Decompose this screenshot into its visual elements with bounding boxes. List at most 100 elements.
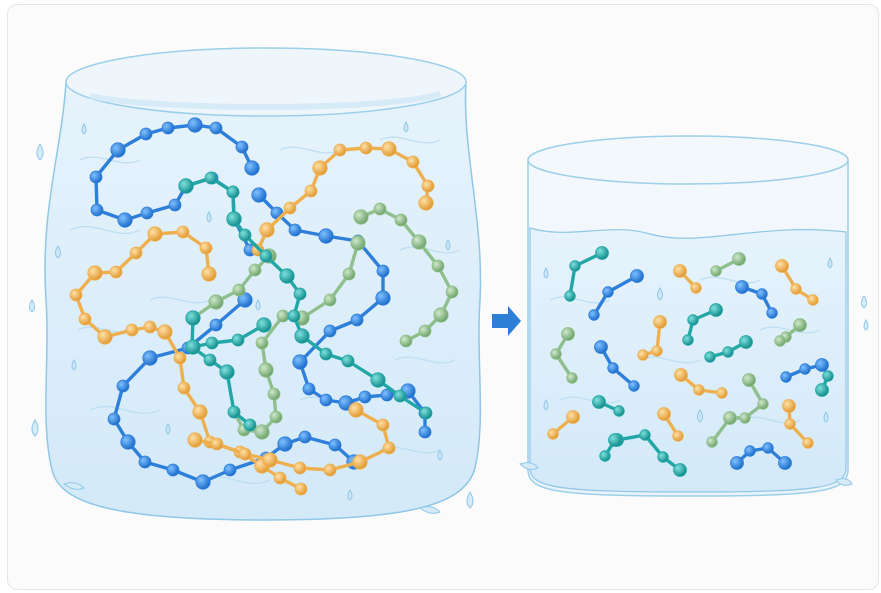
monomer-bead [238, 228, 252, 242]
monomer-bead [774, 335, 786, 347]
monomer-bead [550, 348, 562, 360]
monomer-bead [78, 312, 92, 326]
monomer-bead [223, 463, 237, 477]
monomer-bead [147, 226, 163, 242]
monomer-bead [251, 187, 267, 203]
fragment-orange [657, 407, 684, 442]
monomer-bead [782, 399, 796, 413]
monomer-bead [370, 372, 386, 388]
monomer-bead [690, 282, 702, 294]
monomer-bead [352, 454, 368, 470]
monomer-bead [602, 286, 614, 298]
monomer-bead [129, 246, 143, 260]
long-chain-orange [187, 402, 396, 477]
monomer-bead [375, 290, 391, 306]
fragment-teal [592, 395, 625, 417]
monomer-bead [815, 358, 829, 372]
monomer-bead [399, 334, 413, 348]
monomer-bead [799, 363, 811, 375]
monomer-bead [742, 373, 756, 387]
monomer-bead [421, 179, 435, 193]
monomer-bead [687, 314, 699, 326]
chain-backbone [615, 433, 682, 472]
monomer-bead [704, 351, 716, 363]
monomer-bead [208, 294, 224, 310]
monomer-bead [125, 323, 139, 337]
monomer-bead [195, 474, 211, 490]
monomer-bead [192, 404, 208, 420]
monomer-bead [210, 437, 224, 451]
monomer-bead [204, 171, 218, 185]
monomer-bead [279, 268, 295, 284]
monomer-bead [166, 463, 180, 477]
monomer-bead [312, 160, 328, 176]
chain-backbone [193, 408, 391, 472]
fragment-teal [682, 303, 723, 346]
monomer-bead [187, 117, 203, 133]
monomer-bead [418, 195, 434, 211]
monomer-bead [209, 318, 223, 332]
monomer-bead [262, 452, 278, 468]
monomer-bead [116, 379, 130, 393]
fragment-blue [780, 358, 829, 383]
monomer-bead [358, 390, 372, 404]
monomer-bead [319, 393, 333, 407]
monomer-bead [69, 288, 83, 302]
fragment-teal [815, 370, 834, 397]
monomer-bead [775, 259, 789, 273]
monomer-bead [359, 141, 373, 155]
monomer-bead [199, 241, 213, 255]
monomer-bead [672, 430, 684, 442]
monomer-bead [109, 265, 123, 279]
monomer-bead [110, 142, 126, 158]
monomer-bead [157, 324, 173, 340]
monomer-bead [168, 198, 182, 212]
monomer-bead [682, 334, 694, 346]
monomer-bead [304, 184, 318, 198]
monomer-bead [176, 225, 190, 239]
monomer-bead [187, 432, 203, 448]
monomer-bead [406, 155, 420, 169]
monomer-bead [739, 335, 753, 349]
fragment-orange [673, 264, 702, 294]
monomer-bead [710, 265, 722, 277]
fragment-green [774, 318, 807, 347]
fragment-blue [594, 340, 640, 392]
monomer-bead [90, 203, 104, 217]
monomer-bead [380, 388, 394, 402]
monomer-bead [273, 471, 287, 485]
fragment-teal [599, 433, 622, 462]
monomer-bead [418, 324, 432, 338]
fragment-orange [775, 259, 819, 306]
monomer-bead [185, 339, 201, 355]
left-splash [29, 143, 474, 514]
monomer-bead [318, 228, 334, 244]
monomer-bead [283, 201, 297, 215]
monomer-bead [630, 269, 644, 283]
monomer-bead [613, 405, 625, 417]
fragment-orange [674, 368, 728, 399]
monomer-bead [161, 121, 175, 135]
monomer-bead [143, 320, 157, 334]
chain-backbone [112, 298, 356, 484]
monomer-bead [243, 418, 257, 432]
monomer-bead [766, 307, 778, 319]
monomer-bead [595, 246, 609, 260]
monomer-bead [258, 362, 274, 378]
monomer-bead [201, 266, 217, 282]
fragment-teal [564, 246, 609, 302]
monomer-bead [259, 222, 275, 238]
monomer-bead [418, 425, 432, 439]
long-chain-teal [178, 171, 433, 420]
monomer-bead [607, 362, 619, 374]
monomer-bead [445, 285, 459, 299]
monomer-bead [333, 143, 347, 157]
monomer-bead [657, 407, 671, 421]
monomer-bead [693, 384, 705, 396]
monomer-bead [209, 121, 223, 135]
monomer-bead [784, 418, 796, 430]
monomer-bead [120, 434, 136, 450]
fragment-teal [704, 335, 753, 363]
monomer-bead [319, 347, 333, 361]
monomer-bead [117, 212, 133, 228]
